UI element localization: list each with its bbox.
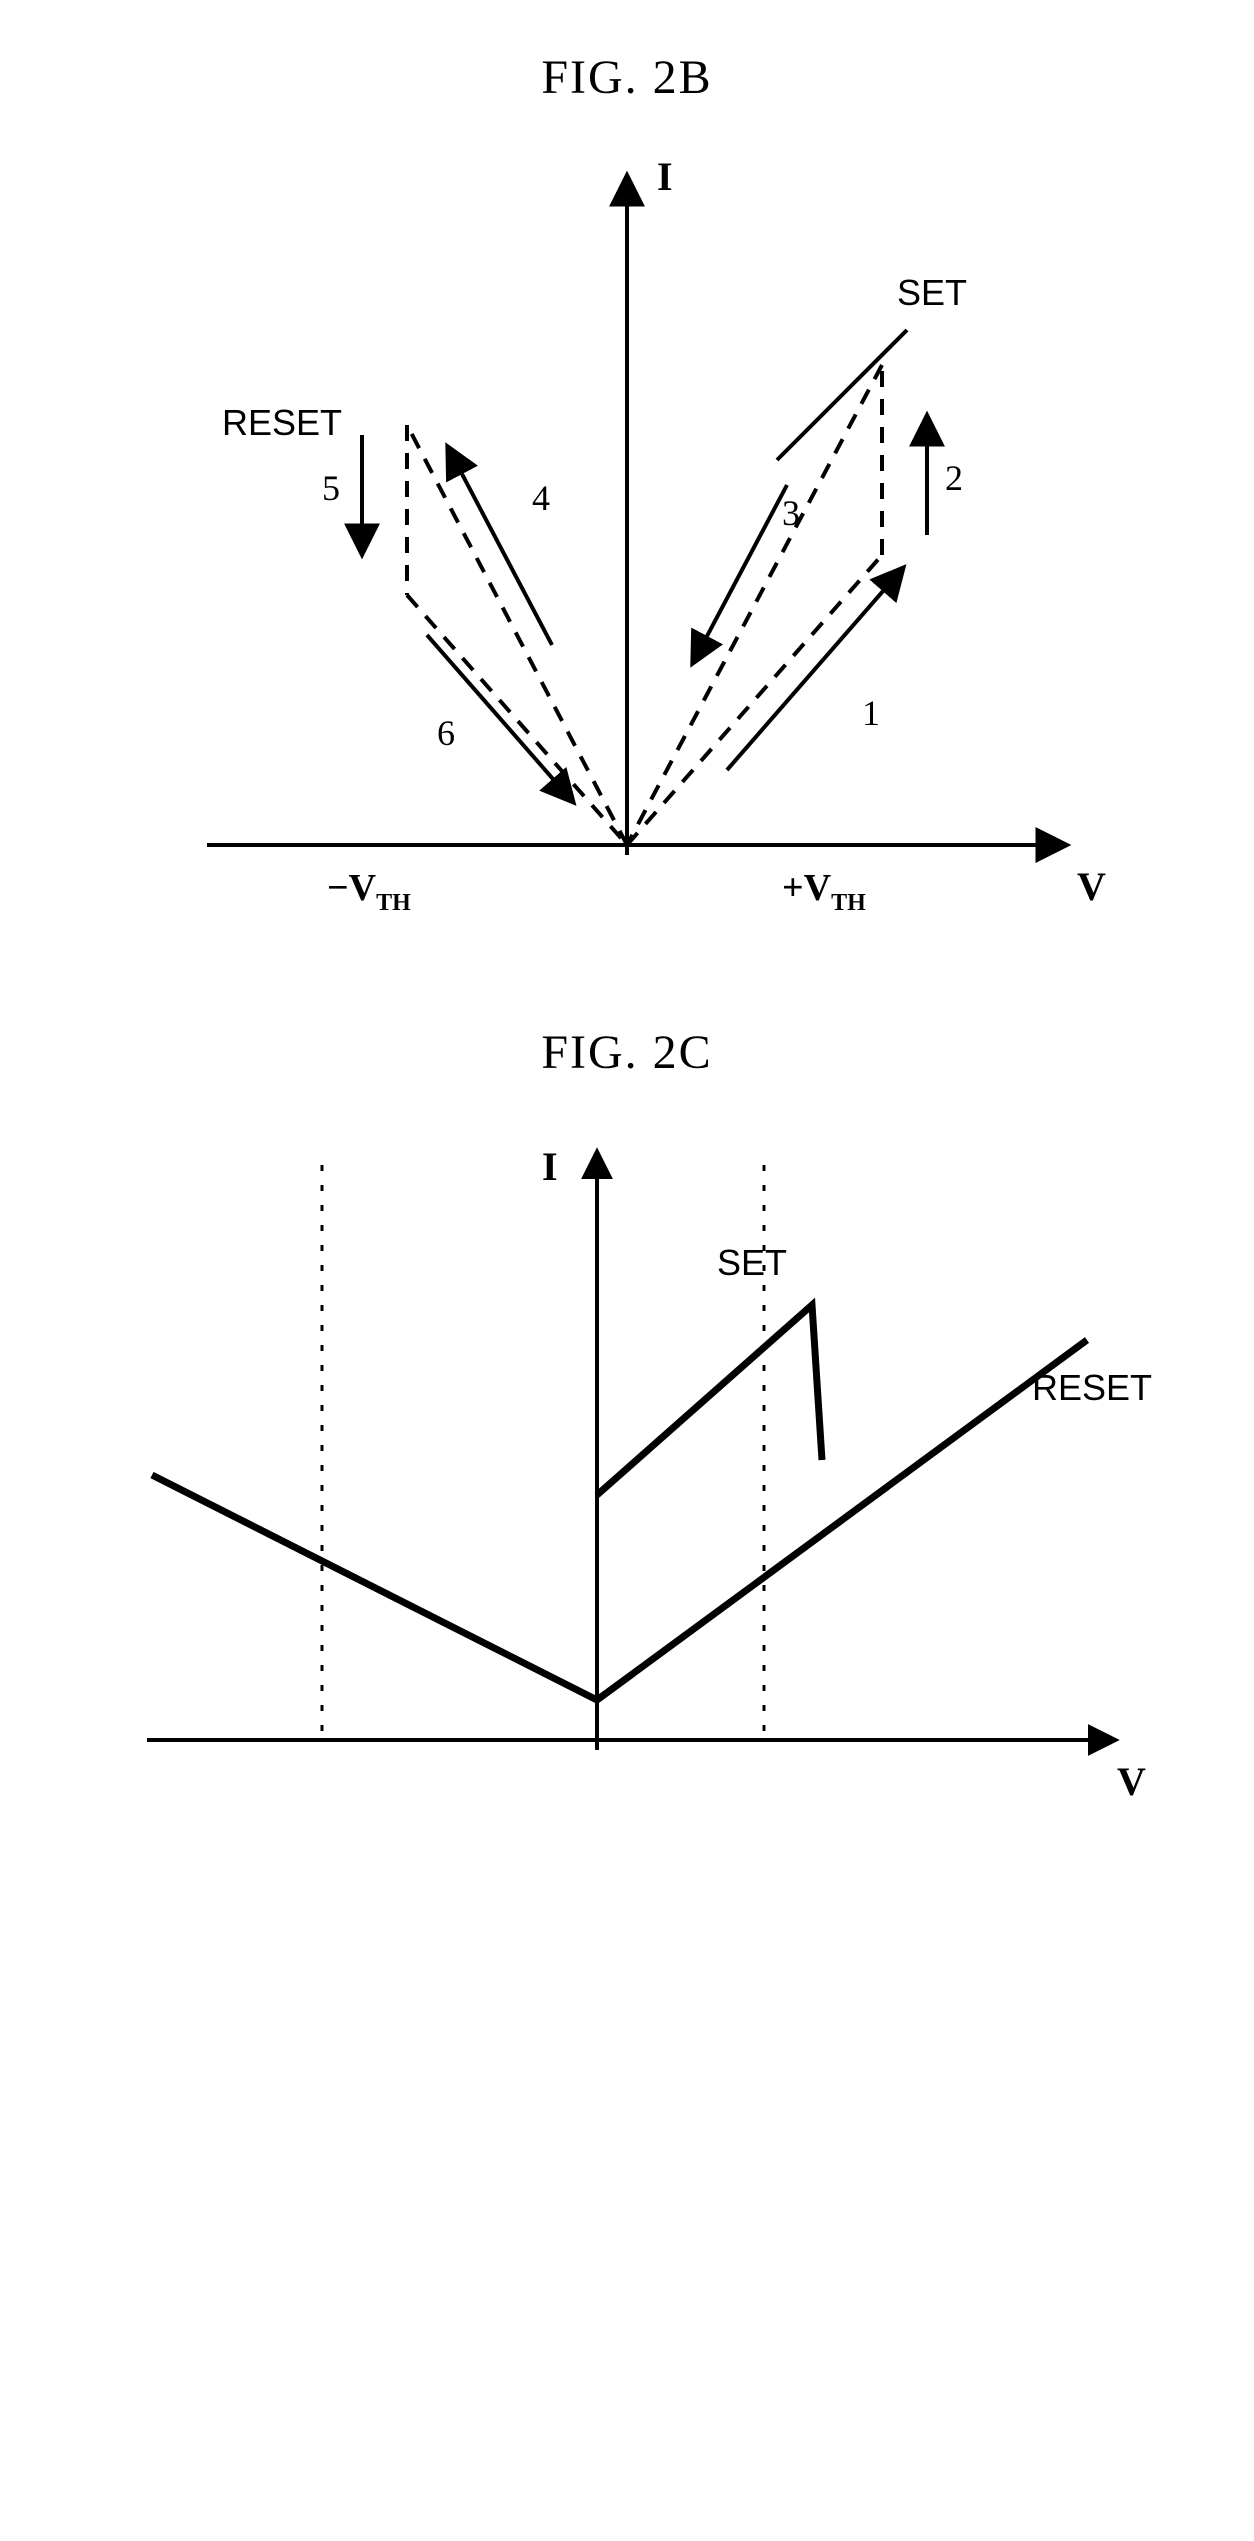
figure-2c-title: FIG. 2C xyxy=(541,1025,712,1080)
neg-vth-label: −VTH xyxy=(327,867,411,916)
label-5: 5 xyxy=(322,468,340,508)
set-label-c: SET xyxy=(717,1242,787,1283)
set-curve xyxy=(597,1305,822,1495)
pos-vth-label: +VTH xyxy=(782,867,866,916)
path-4-dashed xyxy=(407,425,627,845)
set-label: SET xyxy=(897,272,967,313)
figure-2c: FIG. 2C V I SET RESET xyxy=(77,1025,1177,1840)
label-3: 3 xyxy=(782,493,800,533)
y-axis-label-c: I xyxy=(542,1144,558,1189)
diagram-2b: V I −VTH +VTH xyxy=(127,105,1127,965)
x-axis-label: V xyxy=(1077,864,1106,909)
reset-label: RESET xyxy=(222,402,342,443)
y-axis-label: I xyxy=(657,154,673,199)
label-6: 6 xyxy=(437,713,455,753)
figure-2b: FIG. 2B V I −VTH +VTH xyxy=(127,50,1127,965)
reset-label-c: RESET xyxy=(1032,1367,1152,1408)
path-3-dashed xyxy=(627,365,882,845)
path-1-dashed xyxy=(627,555,882,845)
reset-curve xyxy=(152,1340,1087,1700)
arrow-1 xyxy=(727,575,897,770)
diagram-2c: V I SET RESET xyxy=(77,1080,1177,1840)
label-4: 4 xyxy=(532,478,550,518)
label-2: 2 xyxy=(945,458,963,498)
x-axis-label-c: V xyxy=(1117,1759,1146,1804)
label-1: 1 xyxy=(862,693,880,733)
figure-2b-title: FIG. 2B xyxy=(541,50,712,105)
